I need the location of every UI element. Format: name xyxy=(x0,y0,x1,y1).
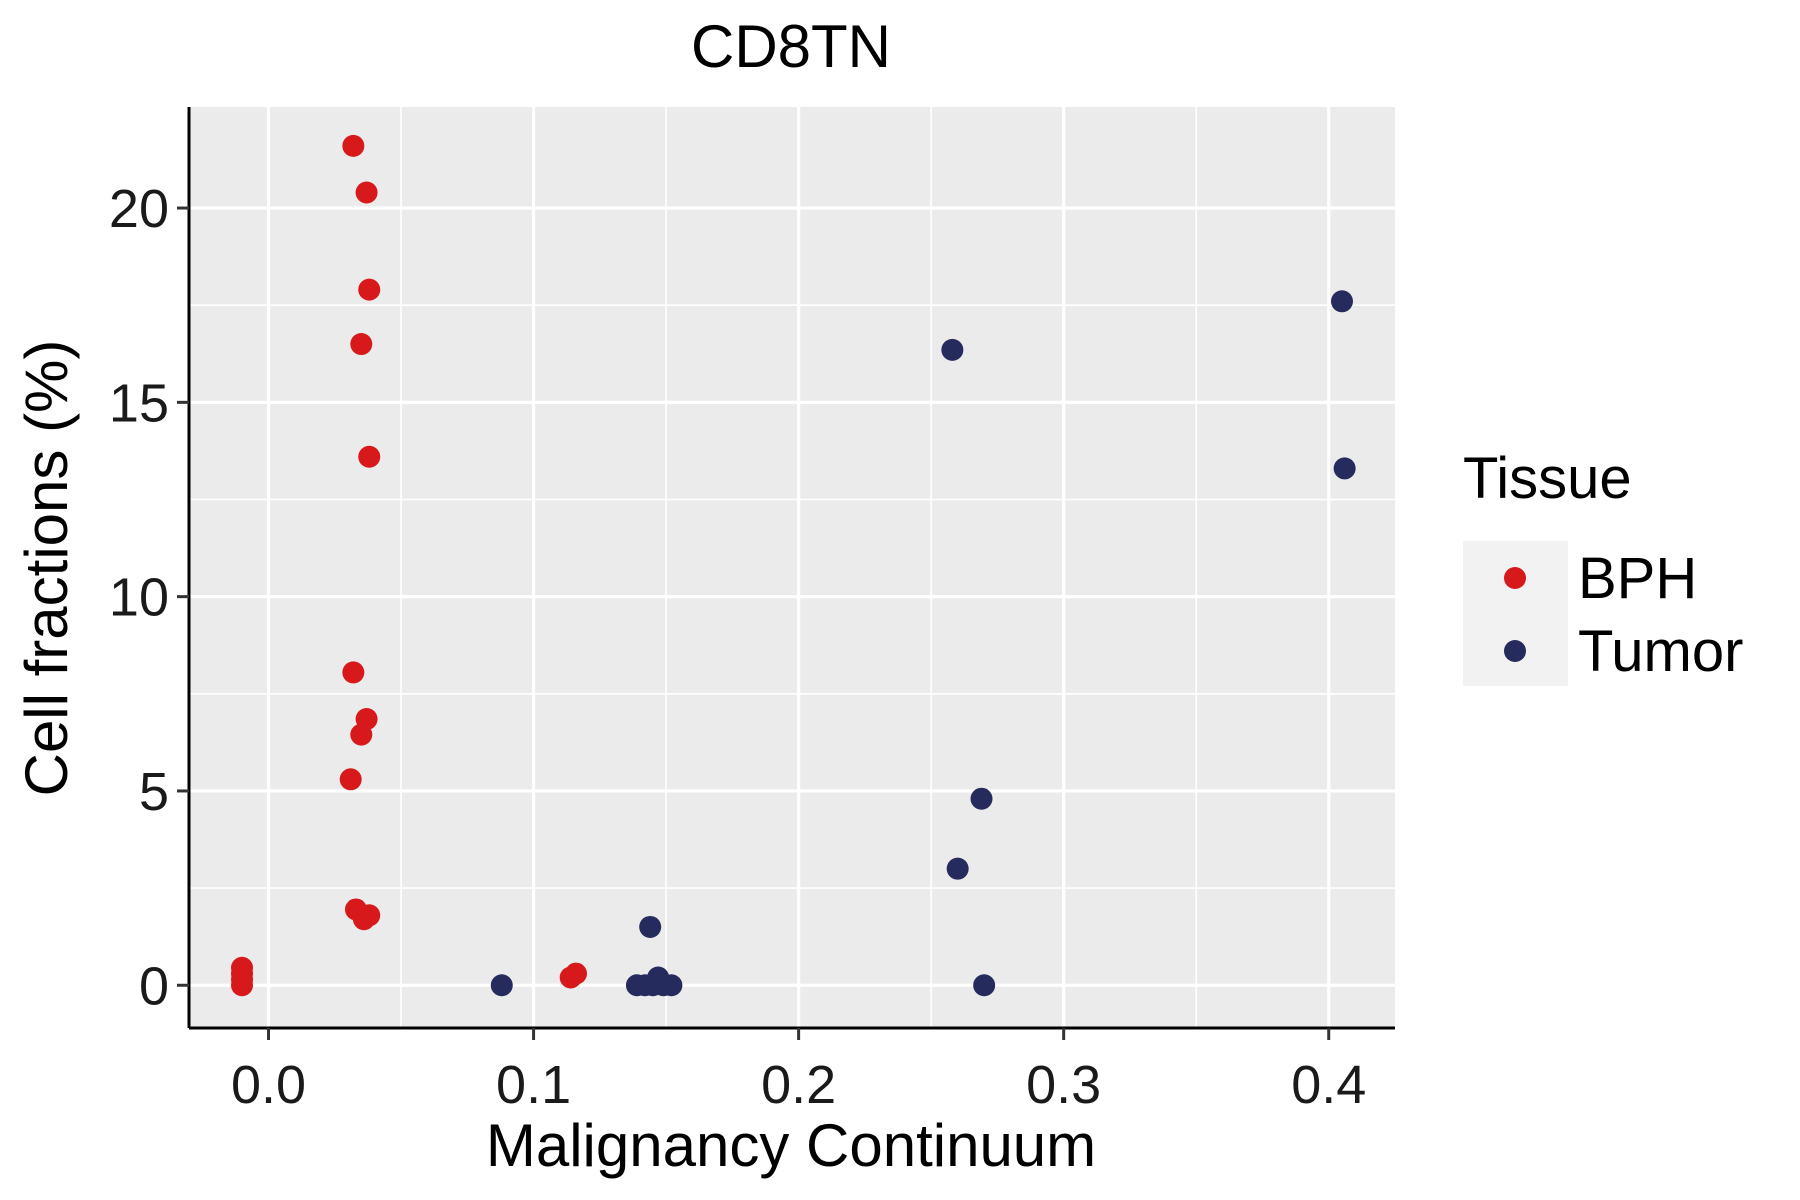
point-bph xyxy=(350,333,373,356)
y-tick-label: 15 xyxy=(109,373,169,433)
point-bph xyxy=(342,661,365,684)
point-tumor xyxy=(941,338,964,361)
y-tick-label: 5 xyxy=(139,762,169,822)
point-tumor xyxy=(490,974,513,997)
point-bph xyxy=(231,974,254,997)
y-tick-label: 20 xyxy=(109,179,169,239)
point-bph xyxy=(358,445,381,468)
point-tumor xyxy=(970,787,993,810)
point-tumor xyxy=(660,974,683,997)
x-tick-label: 0.4 xyxy=(1291,1055,1366,1115)
point-tumor xyxy=(973,974,996,997)
point-bph xyxy=(342,134,365,157)
legend: Tissue BPH Tumor xyxy=(1463,446,1743,686)
point-tumor xyxy=(1333,457,1356,480)
x-tick-label: 0.3 xyxy=(1026,1055,1101,1115)
legend-title: Tissue xyxy=(1463,446,1632,511)
point-bph xyxy=(350,723,373,746)
panel-background xyxy=(189,107,1395,1028)
x-tick-label: 0.1 xyxy=(496,1055,571,1115)
x-axis-title: Malignancy Continuum xyxy=(486,1112,1096,1179)
x-tick-label: 0.2 xyxy=(761,1055,836,1115)
plot-panel xyxy=(189,107,1395,1028)
point-tumor xyxy=(639,915,662,938)
chart-title: CD8TN xyxy=(691,13,891,80)
point-bph xyxy=(564,962,587,985)
point-bph xyxy=(355,181,378,204)
legend-key-bph xyxy=(1504,567,1526,589)
legend-key-background xyxy=(1463,541,1568,686)
x-tick-label: 0.0 xyxy=(231,1055,306,1115)
y-tick-label: 0 xyxy=(139,956,169,1016)
y-tick-label: 10 xyxy=(109,568,169,628)
point-bph xyxy=(339,768,362,791)
legend-label-bph: BPH xyxy=(1578,546,1697,611)
point-bph xyxy=(352,908,375,931)
legend-key-tumor xyxy=(1504,640,1526,662)
point-bph xyxy=(358,278,381,301)
y-axis-title: Cell fractions (%) xyxy=(13,340,80,797)
data-points xyxy=(231,134,1356,997)
point-tumor xyxy=(1330,290,1353,313)
legend-label-tumor: Tumor xyxy=(1578,619,1743,684)
point-tumor xyxy=(946,857,969,880)
axes: 0.0 0.1 0.2 0.3 0.4 0 5 10 15 20 xyxy=(109,107,1395,1115)
